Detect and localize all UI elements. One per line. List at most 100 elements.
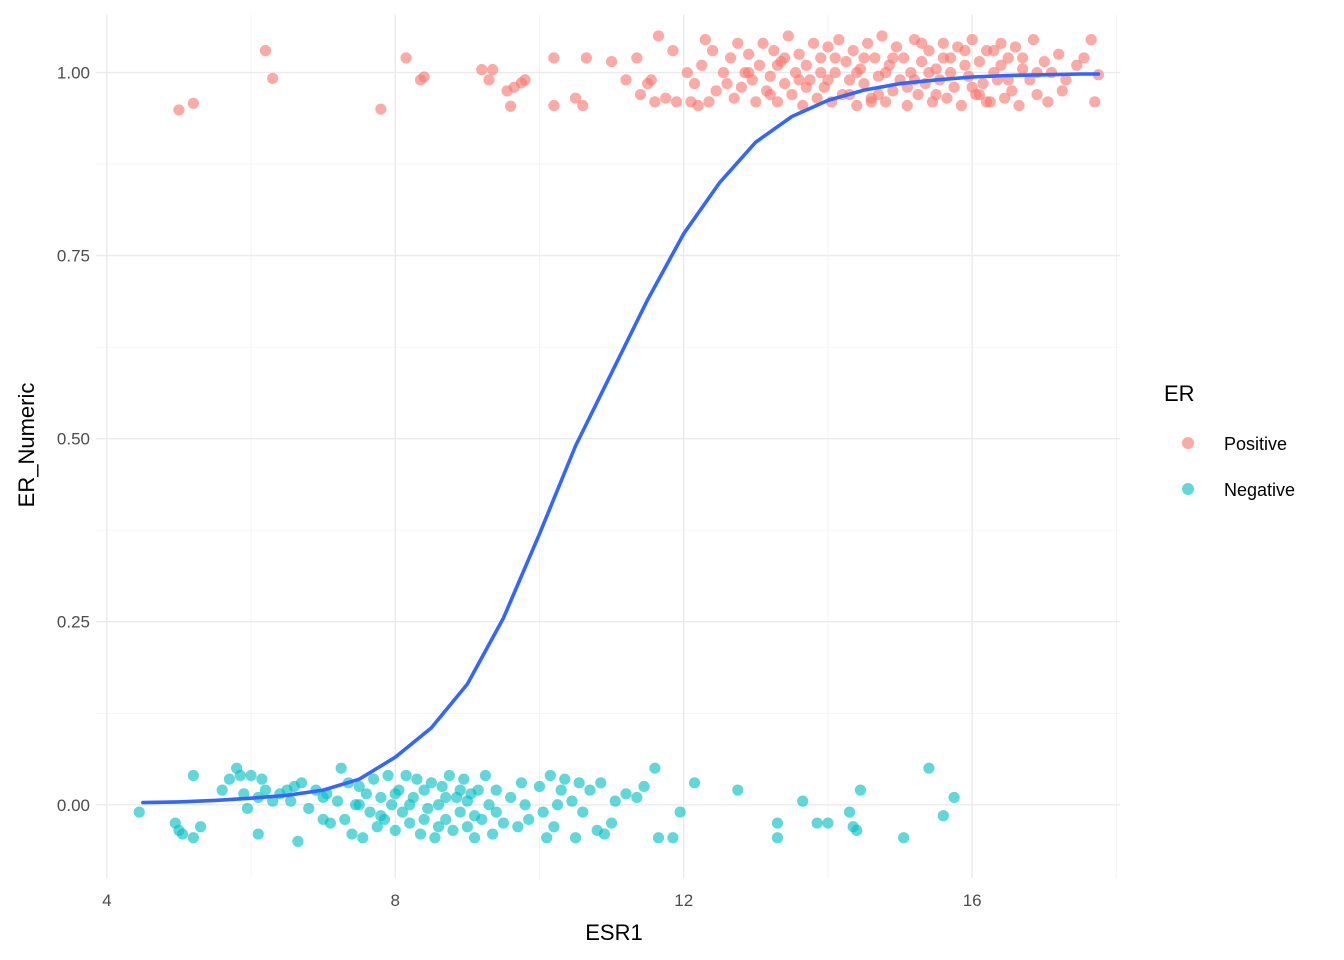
positive-point (912, 88, 924, 101)
positive-point (973, 88, 985, 101)
positive-point (797, 99, 809, 112)
negative-point (454, 784, 466, 796)
positive-point (259, 45, 272, 57)
positive-point (267, 72, 279, 85)
negative-point (404, 817, 416, 829)
positive-point (988, 45, 1000, 57)
positive-point (923, 45, 935, 57)
negative-point (598, 828, 610, 840)
positive-point (793, 74, 805, 86)
positive-point (872, 88, 885, 101)
positive-point (876, 30, 888, 42)
legend: ER Positive Negative (1164, 381, 1295, 500)
negative-point (505, 791, 517, 804)
negative-point (490, 784, 502, 796)
negative-point (854, 784, 866, 796)
positive-point (1031, 88, 1043, 101)
negative-point (559, 773, 571, 785)
x-tick-label: 8 (391, 891, 400, 910)
negative-point (732, 784, 744, 796)
negative-point (548, 821, 560, 833)
negative-point (234, 769, 246, 782)
positive-point (375, 103, 387, 115)
positive-point (822, 74, 834, 86)
positive-point (1060, 74, 1072, 86)
positive-point (1089, 96, 1101, 108)
negative-point (948, 791, 960, 804)
negative-point (898, 832, 910, 844)
negative-point (432, 799, 445, 811)
positive-point (999, 92, 1011, 104)
negative-point (577, 806, 589, 818)
negative-point (353, 780, 365, 793)
positive-point (800, 81, 812, 93)
negative-point (573, 777, 585, 789)
positive-point (519, 74, 531, 86)
negative-point (555, 784, 567, 796)
x-tick-label: 16 (963, 891, 982, 910)
positive-point (681, 66, 693, 79)
negative-point (396, 806, 409, 818)
y-tick-label: 0.50 (57, 430, 90, 449)
positive-point (692, 99, 704, 112)
positive-point (858, 52, 870, 64)
positive-point (916, 37, 928, 49)
negative-point (479, 769, 492, 782)
positive-point (887, 85, 899, 97)
negative-point (353, 799, 365, 811)
positive-point (688, 77, 701, 90)
negative-point (216, 784, 228, 796)
positive-point (735, 81, 748, 93)
positive-point (779, 77, 791, 90)
legend-key-positive (1182, 437, 1194, 449)
negative-point (688, 777, 701, 789)
positive-point (973, 55, 985, 68)
positive-point (880, 66, 892, 79)
positive-point (548, 99, 560, 112)
positive-point (764, 88, 776, 101)
y-tick-label: 1.00 (57, 64, 90, 83)
positive-point (858, 77, 870, 90)
negative-point (331, 795, 344, 807)
negative-point (544, 769, 556, 782)
minor-grid-lines (96, 14, 1120, 878)
negative-point (584, 784, 596, 796)
negative-point (335, 762, 347, 774)
negative-point (454, 806, 466, 818)
negative-point (360, 788, 373, 800)
positive-point (1042, 96, 1054, 108)
negative-point (371, 821, 383, 833)
positive-point (948, 81, 960, 93)
positive-point (851, 66, 863, 79)
positive-point (577, 99, 589, 112)
negative-point (223, 773, 236, 785)
positive-point (1017, 52, 1029, 64)
positive-point (815, 52, 827, 64)
fit-line-group (141, 72, 1101, 805)
negative-point (472, 784, 484, 796)
negative-point (357, 832, 369, 844)
positive-point (1017, 63, 1029, 75)
positive-point (923, 66, 935, 79)
positive-point (699, 34, 711, 46)
y-tick-label: 0.00 (57, 796, 90, 815)
positive-point (829, 66, 841, 79)
negative-point (483, 799, 495, 811)
positive-point (724, 52, 737, 64)
positive-point (815, 66, 827, 79)
negative-point (187, 769, 199, 782)
negative-point (461, 821, 473, 833)
negative-point (652, 832, 665, 844)
positive-point (822, 41, 834, 53)
negative-point (822, 817, 834, 829)
negative-point (436, 780, 448, 793)
negative-point (375, 810, 387, 822)
positive-point (703, 96, 715, 108)
positive-point (966, 34, 978, 46)
positive-point (569, 92, 582, 104)
negative-point (176, 828, 189, 840)
negative-point (339, 813, 351, 826)
positive-point (782, 30, 794, 42)
positive-point (750, 96, 762, 108)
positive-point (869, 52, 881, 64)
